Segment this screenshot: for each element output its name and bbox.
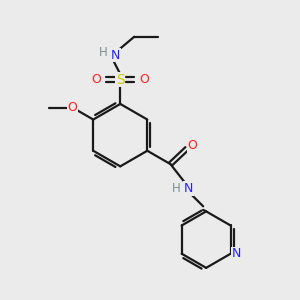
Text: O: O bbox=[139, 73, 149, 86]
Text: N: N bbox=[184, 182, 193, 195]
Text: H: H bbox=[172, 182, 181, 195]
Text: O: O bbox=[68, 101, 78, 114]
Text: N: N bbox=[110, 49, 120, 62]
Text: S: S bbox=[116, 73, 125, 87]
Text: O: O bbox=[187, 139, 197, 152]
Text: H: H bbox=[99, 46, 108, 59]
Text: O: O bbox=[92, 73, 101, 86]
Text: N: N bbox=[232, 247, 241, 260]
